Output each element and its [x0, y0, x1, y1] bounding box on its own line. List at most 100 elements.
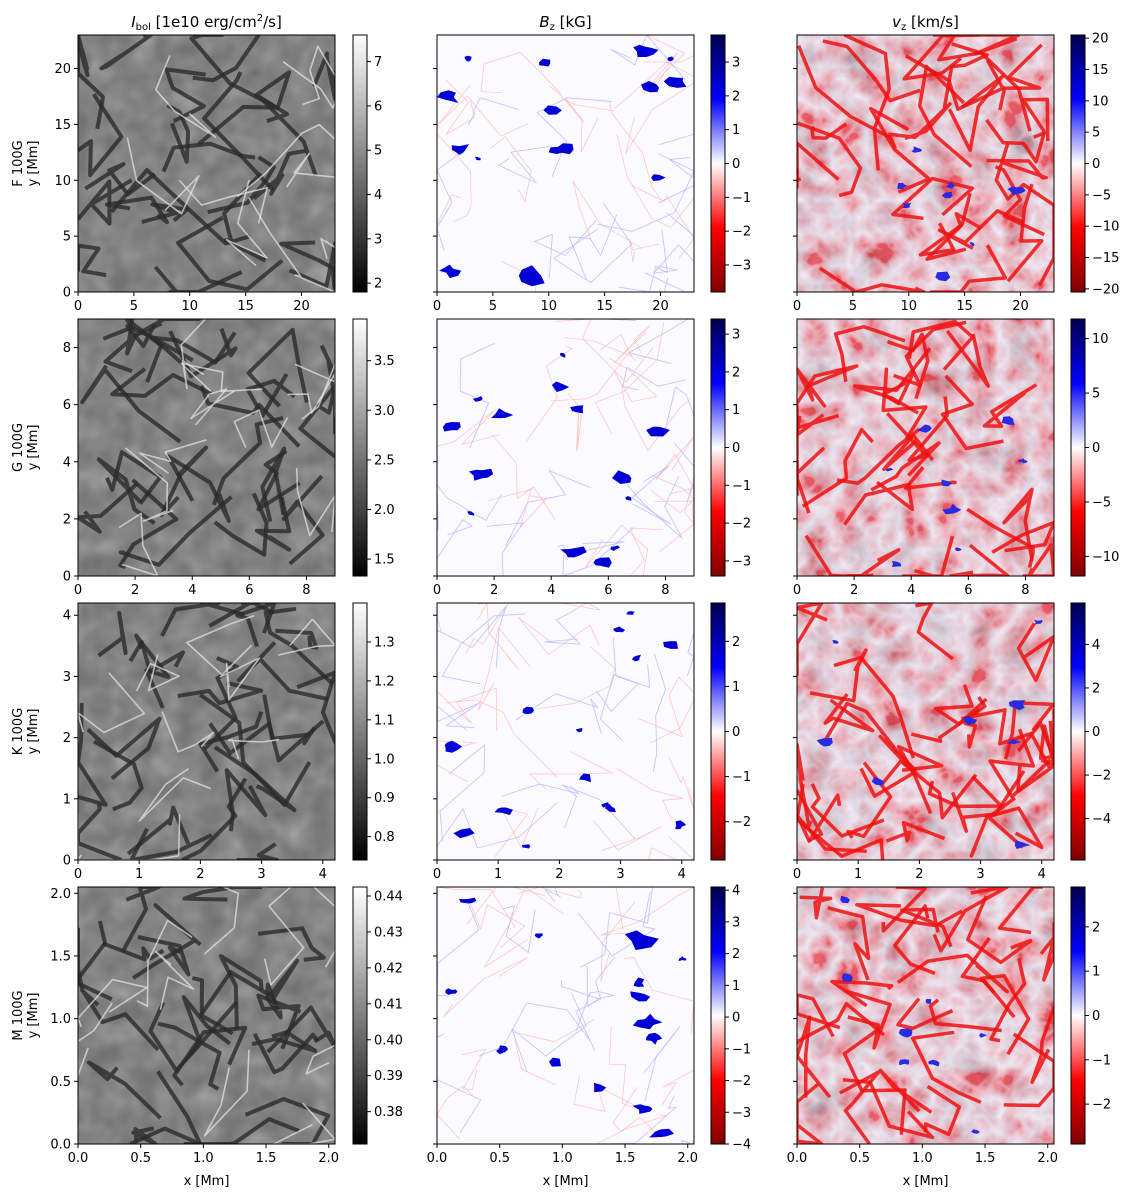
intergranular-lane	[235, 603, 277, 648]
intergranular-lane	[78, 804, 123, 860]
panel-frame	[436, 602, 695, 861]
y-tick-label: 8	[63, 341, 71, 356]
colorbar-tick-label: 4	[374, 188, 382, 203]
colorbar-tick-label: 3	[732, 56, 740, 71]
magnetic-patch	[646, 426, 670, 437]
intergranular-lane	[191, 976, 234, 1036]
colorbar-frame	[710, 886, 726, 1145]
magnetic-patch	[663, 641, 678, 649]
colorbar	[1071, 319, 1085, 576]
panel-image	[437, 319, 694, 576]
magnetic-patch	[521, 844, 531, 849]
intergranular-lane	[263, 887, 305, 986]
colorbar	[353, 35, 367, 292]
intergranular-lane	[254, 496, 292, 552]
intergranular-lane	[681, 1139, 694, 1144]
colorbar	[711, 887, 725, 1144]
colorbar-frame	[352, 602, 368, 861]
intergranular-lane	[86, 716, 162, 781]
intergranular-lane	[118, 495, 233, 567]
colorbar-tick-label: 0	[1092, 725, 1100, 740]
magnetic-patch	[911, 146, 923, 153]
intergranular-lane	[494, 807, 539, 858]
magnetic-patch	[570, 405, 584, 414]
intergranular-lane	[585, 319, 637, 322]
colorbar-tick-label: 0	[732, 157, 740, 172]
intergranular-lane	[218, 954, 264, 1030]
intergranular-lane	[543, 609, 581, 645]
y-tick-label: 2	[63, 512, 71, 527]
intergranular-lane	[859, 734, 917, 798]
intergranular-lane	[638, 676, 694, 738]
intergranular-lane	[148, 1000, 239, 1073]
intergranular-lane	[136, 919, 193, 1007]
intergranular-lane	[498, 145, 552, 184]
x-tick-label: 0	[793, 867, 801, 882]
colorbar-tick-label: 5	[1092, 387, 1100, 402]
intergranular-lane	[886, 332, 930, 400]
colorbar-tick-label: 5	[1092, 126, 1100, 141]
x-tick-label: 4	[1038, 867, 1046, 882]
intergranular-lane	[869, 106, 931, 194]
intergranular-lane	[135, 654, 180, 692]
intergranular-lane	[580, 887, 654, 968]
magnetic-patch	[625, 496, 632, 501]
x-tick-label: 0.5	[489, 1151, 510, 1166]
intergranular-lane	[124, 447, 174, 522]
intergranular-lane	[881, 367, 928, 440]
intergranular-lane	[600, 887, 694, 936]
panel-frame	[77, 318, 336, 577]
row-star-label: G 100G	[11, 423, 26, 472]
intergranular-lane	[658, 185, 694, 237]
magnetic-patch	[928, 1059, 940, 1067]
x-tick-label: 5	[130, 299, 138, 314]
intergranular-lane	[629, 239, 660, 263]
intergranular-lane	[439, 744, 486, 842]
intergranular-lane	[319, 344, 335, 435]
x-tick-label: 4	[319, 867, 327, 882]
y-tick-label: 6	[63, 398, 71, 413]
intergranular-lane	[515, 693, 602, 735]
intergranular-lane	[797, 403, 840, 437]
colorbar-tick-label: −1	[732, 770, 751, 785]
colorbar-tick-label: 3	[732, 328, 740, 343]
intergranular-lane	[797, 45, 898, 150]
intergranular-lane	[797, 603, 828, 676]
intergranular-lane	[562, 784, 636, 840]
colorbar-tick-label: 1.3	[374, 635, 395, 650]
intergranular-lane	[286, 152, 335, 203]
colorbar-tick-label: 2	[732, 365, 740, 380]
y-tick-label: 20	[54, 62, 71, 77]
x-tick-label: 0	[793, 299, 801, 314]
colorbar-tick-label: −3	[732, 554, 751, 569]
intergranular-lane	[176, 215, 284, 292]
panel-frame	[796, 318, 1055, 577]
magnetic-patch	[816, 737, 833, 747]
magnetic-patch	[632, 1104, 653, 1114]
intergranular-lane	[613, 325, 651, 364]
colorbar-tick-label: 1	[1092, 965, 1100, 980]
magnetic-patch	[633, 44, 659, 57]
intergranular-lane	[818, 266, 926, 292]
panel: 0.0 0.5 1.0 1.5 2.0 0.0 0.5 1.0 1.5 2.0 0.38 0.39 0.…	[50, 886, 403, 1166]
magnetic-patch	[840, 895, 850, 904]
colorbar-tick-label: 2.5	[374, 453, 395, 468]
x-tick-label: 15	[956, 299, 973, 314]
intergranular-lane	[797, 1082, 824, 1144]
magnetic-patch	[1007, 186, 1026, 195]
intergranular-lane	[928, 998, 1002, 1033]
intergranular-lane	[208, 719, 325, 763]
intergranular-lane	[801, 427, 874, 508]
intergranular-lane	[643, 1026, 681, 1102]
intergranular-lane	[461, 1048, 486, 1090]
magnetic-patch	[548, 143, 574, 155]
intergranular-lane	[138, 439, 207, 474]
intergranular-lane	[945, 329, 990, 388]
colorbar-tick-label: 3.0	[374, 404, 395, 419]
y-tick-label: 0.5	[50, 1075, 71, 1090]
intergranular-lane	[823, 693, 875, 733]
intergranular-lane	[573, 1075, 638, 1112]
x-tick-label: 0	[793, 583, 801, 598]
intergranular-lane	[78, 978, 148, 1028]
magnetic-patch	[971, 1129, 980, 1134]
